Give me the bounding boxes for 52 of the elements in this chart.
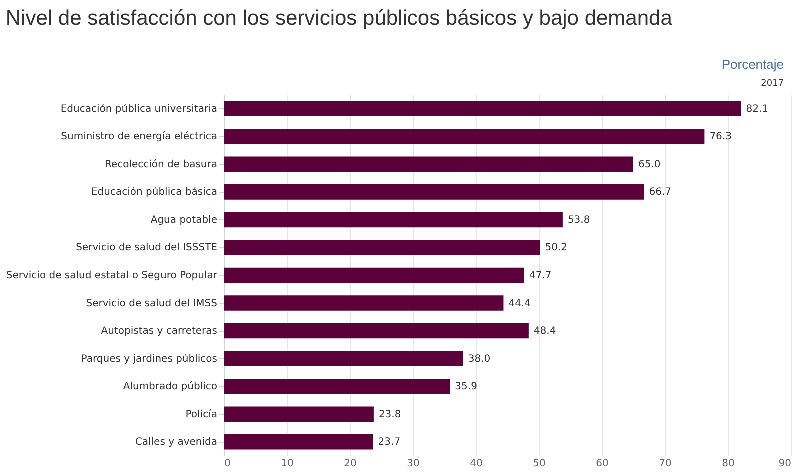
data-label: 23.8 [378, 409, 402, 420]
y-tick-label: Recolección de basura [104, 159, 218, 170]
data-label: 35.9 [455, 382, 478, 393]
data-label: 48.4 [534, 326, 556, 338]
chart-subtitle: Porcentaje [722, 57, 784, 72]
data-label: 82.1 [746, 104, 768, 115]
x-tick-label: 80 [722, 458, 735, 470]
y-tick-label: Parques y jardines públicos [81, 354, 218, 365]
data-label: 50.2 [545, 242, 568, 254]
x-tick-label: 70 [659, 458, 672, 470]
bar [224, 323, 529, 339]
bar [224, 378, 450, 394]
bar [224, 351, 464, 366]
x-tick-label: 10 [281, 458, 294, 470]
x-tick-label: 60 [596, 458, 609, 470]
data-label: 53.8 [568, 214, 590, 226]
bar [224, 406, 374, 422]
x-tick-label: 20 [344, 458, 357, 470]
data-label: 23.7 [378, 437, 401, 448]
y-tick-label: Suministro de energía eléctrica [61, 132, 218, 143]
bar [224, 156, 634, 172]
x-tick-label: 90 [778, 458, 792, 470]
bar [224, 184, 644, 200]
y-tick-label: Autopistas y carreteras [101, 326, 218, 338]
x-tick-label: 50 [533, 458, 546, 470]
data-label: 44.4 [508, 298, 531, 310]
text: 2017 [761, 79, 784, 89]
y-tick-label: Servicio de salud estatal o Seguro Popular [6, 270, 218, 282]
y-tick-label: Calles y avenida [135, 437, 218, 448]
y-tick-label: Agua potable [150, 214, 218, 226]
bar [224, 434, 374, 450]
bar [224, 240, 540, 256]
y-tick-label: Servicio de salud del IMSS [86, 298, 218, 310]
data-label: 65.0 [638, 159, 661, 170]
bar [224, 101, 742, 117]
bar [224, 268, 525, 284]
y-tick-label: Educación pública universitaria [60, 104, 218, 115]
data-label: 47.7 [530, 270, 552, 282]
x-tick-label: 0 [224, 458, 231, 470]
y-tick-label: Servicio de salud del ISSSTE [76, 242, 218, 254]
x-tick-label: 40 [470, 458, 483, 470]
y-tick-label: Alumbrado público [123, 382, 218, 393]
chart-title: Nivel de satisfacción con los servicios públicos básicos y bajo demanda [6, 7, 673, 30]
y-tick-label: Educación pública básica [91, 187, 218, 198]
bar [224, 296, 504, 311]
x-tick-label: 30 [407, 458, 420, 470]
data-label: 76.3 [710, 132, 732, 143]
bar [224, 129, 705, 144]
data-label: 66.7 [649, 187, 672, 198]
data-label: 38.0 [468, 354, 491, 365]
bar [224, 212, 563, 228]
y-tick-label: Policía [186, 409, 218, 420]
